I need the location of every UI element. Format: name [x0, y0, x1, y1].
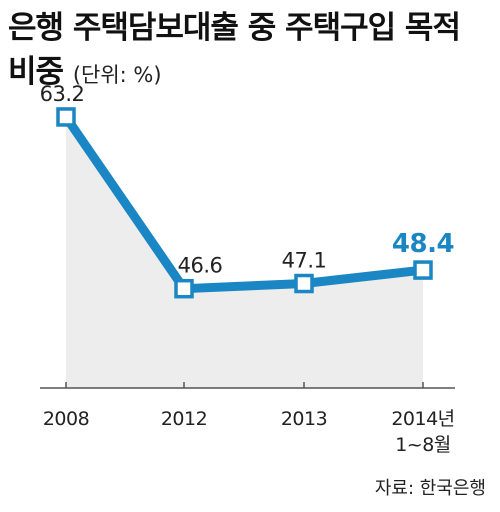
data-point-0: [56, 107, 76, 127]
data-label-1: 46.6: [178, 254, 223, 278]
title-line-2: 비중: [8, 54, 64, 90]
title-line-1: 은행 주택담보대출 중 주택구입 목적: [8, 10, 461, 46]
x-tick-label-2: 2013: [281, 408, 327, 430]
series-line: [61, 112, 428, 294]
data-label-3: 48.4: [392, 229, 454, 259]
area-fill: [66, 116, 423, 388]
x-tick-label-0: 2008: [43, 408, 89, 430]
chart-title: 은행 주택담보대출 중 주택구입 목적 비중 (단위: %): [8, 6, 488, 97]
data-label-2: 47.1: [282, 249, 327, 273]
data-point-2: [294, 273, 314, 294]
data-label-0: 63.2: [40, 82, 85, 106]
x-tick-label-3-0: 2014년: [391, 408, 454, 430]
x-tick-label-3-1: 1~8월: [395, 434, 451, 456]
data-point-1: [174, 278, 194, 299]
x-tick-label-1: 2012: [161, 408, 207, 430]
source-note: 자료: 한국은행: [374, 478, 486, 499]
data-point-3: [413, 260, 433, 280]
unit-label: (단위: %): [72, 63, 162, 87]
